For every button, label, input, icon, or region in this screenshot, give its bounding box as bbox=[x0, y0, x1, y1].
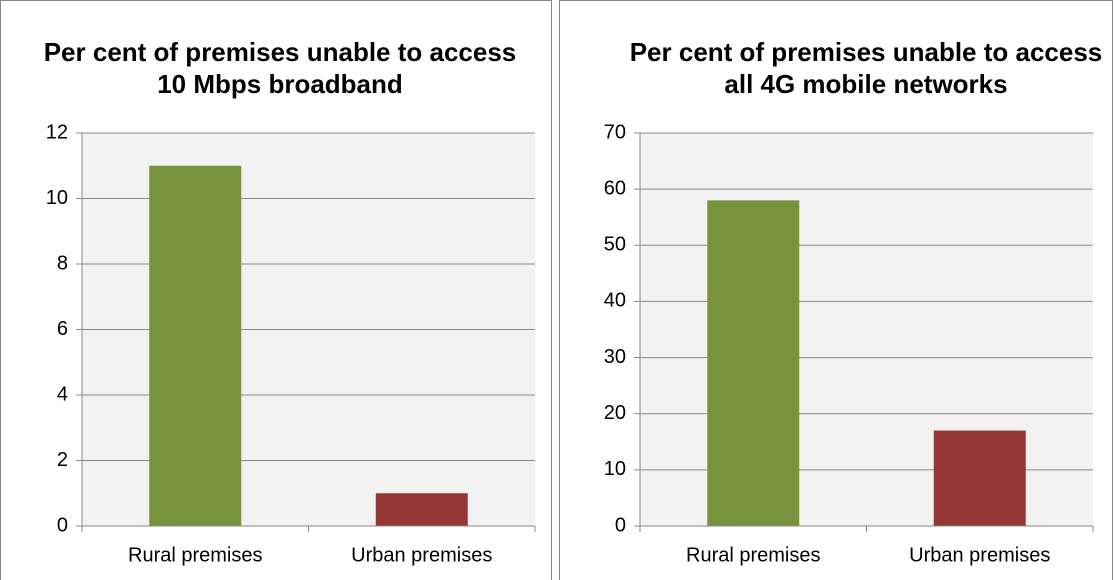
x-tick-label: Rural premises bbox=[686, 544, 820, 566]
y-tick-label: 0 bbox=[615, 514, 626, 536]
x-tick-label: Urban premises bbox=[909, 544, 1050, 566]
y-tick-label: 60 bbox=[604, 177, 626, 199]
y-tick-label: 8 bbox=[57, 252, 68, 274]
x-tick-label: Urban premises bbox=[351, 544, 492, 566]
bar bbox=[933, 430, 1026, 526]
y-tick-label: 10 bbox=[46, 187, 68, 209]
y-tick-label: 0 bbox=[57, 514, 68, 536]
panel-border bbox=[0, 0, 552, 580]
y-tick-label: 70 bbox=[604, 121, 626, 143]
chart-title: Per cent of premises unable to access 10… bbox=[43, 37, 517, 99]
x-tick-label: Rural premises bbox=[128, 544, 262, 566]
panel-border bbox=[559, 0, 1113, 580]
bar bbox=[149, 165, 242, 526]
y-tick-label: 4 bbox=[57, 383, 68, 405]
bar bbox=[707, 200, 800, 526]
y-tick-label: 10 bbox=[604, 458, 626, 480]
y-tick-label: 30 bbox=[604, 346, 626, 368]
y-tick-label: 40 bbox=[604, 290, 626, 312]
y-tick-label: 50 bbox=[604, 234, 626, 256]
chart-title: Per cent of premises unable to access al… bbox=[629, 37, 1103, 99]
y-tick-label: 20 bbox=[604, 402, 626, 424]
y-tick-label: 2 bbox=[57, 449, 68, 471]
y-tick-label: 6 bbox=[57, 318, 68, 340]
y-tick-label: 12 bbox=[46, 121, 68, 143]
bar bbox=[375, 493, 468, 526]
